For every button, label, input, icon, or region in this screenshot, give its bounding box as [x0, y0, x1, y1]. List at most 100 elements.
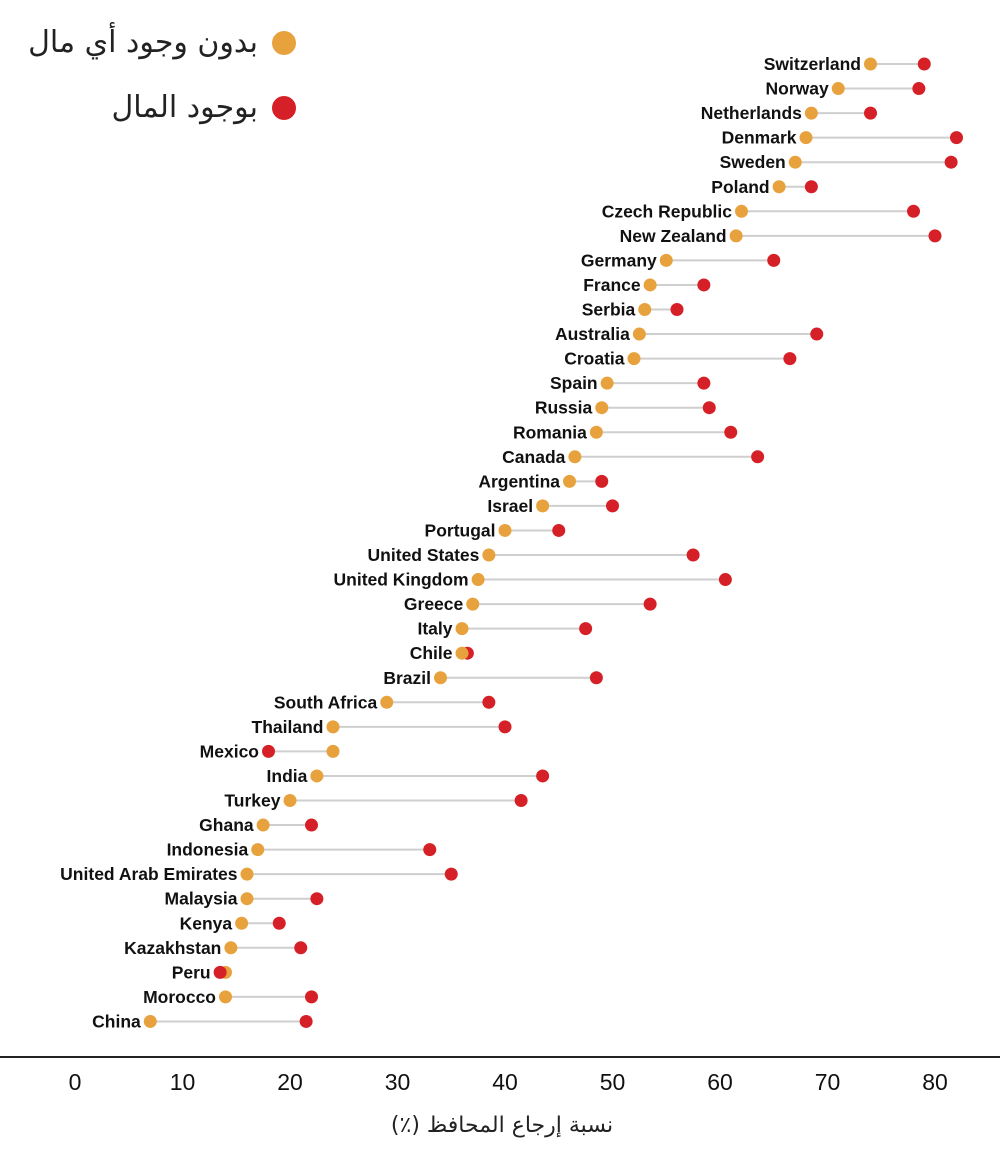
row-croatia: Croatia — [564, 349, 797, 369]
row-ghana: Ghana — [199, 815, 318, 835]
x-axis-ticks: 0 10 20 30 40 50 60 70 80 — [69, 1069, 948, 1095]
label-spain: Spain — [550, 373, 598, 393]
label-serbia: Serbia — [582, 300, 636, 320]
point-no-money-argentina — [563, 474, 576, 488]
point-money-spain — [697, 376, 711, 390]
point-no-money-norway — [831, 82, 845, 96]
row-greece: Greece — [404, 594, 657, 614]
point-money-australia — [810, 327, 824, 341]
row-kazakhstan: Kazakhstan — [124, 938, 308, 958]
point-money-france — [697, 278, 711, 292]
row-united-states: United States — [368, 545, 700, 565]
point-money-canada — [751, 450, 765, 464]
x-tick-0: 0 — [69, 1069, 82, 1095]
row-new-zealand: New Zealand — [620, 226, 942, 246]
label-brazil: Brazil — [383, 668, 431, 688]
point-no-money-united-kingdom — [471, 573, 485, 587]
point-no-money-chile — [455, 646, 469, 660]
point-no-money-switzerland — [864, 57, 877, 71]
point-no-money-brazil — [434, 671, 447, 685]
label-netherlands: Netherlands — [701, 103, 802, 123]
point-no-money-ghana — [256, 818, 270, 832]
label-kenya: Kenya — [180, 913, 233, 933]
row-united-kingdom: United Kingdom — [334, 570, 732, 590]
point-no-money-italy — [455, 622, 469, 636]
point-no-money-sweden — [788, 155, 802, 169]
label-italy: Italy — [417, 619, 452, 639]
point-no-money-denmark — [799, 131, 813, 145]
x-tick-40: 40 — [492, 1069, 518, 1095]
label-ghana: Ghana — [199, 815, 254, 835]
point-money-kenya — [272, 916, 286, 930]
row-russia: Russia — [535, 398, 716, 418]
row-germany: Germany — [581, 250, 781, 270]
x-tick-80: 80 — [922, 1069, 948, 1095]
point-money-united-states — [686, 548, 700, 562]
point-money-italy — [579, 622, 593, 636]
point-money-thailand — [498, 720, 512, 734]
row-portugal: Portugal — [425, 520, 566, 540]
row-denmark: Denmark — [722, 128, 963, 148]
point-no-money-russia — [595, 401, 609, 415]
label-greece: Greece — [404, 594, 464, 614]
point-no-money-israel — [536, 499, 550, 513]
label-morocco: Morocco — [143, 987, 216, 1007]
point-no-money-south-africa — [380, 695, 394, 709]
label-indonesia: Indonesia — [167, 840, 249, 860]
point-money-united-kingdom — [718, 573, 732, 587]
label-croatia: Croatia — [564, 349, 625, 369]
row-india: India — [267, 766, 550, 786]
point-money-brazil — [589, 671, 603, 685]
point-no-money-new-zealand — [729, 229, 743, 243]
point-money-serbia — [670, 303, 684, 316]
row-peru: Peru — [172, 962, 232, 982]
point-money-peru — [213, 965, 227, 979]
label-germany: Germany — [581, 250, 657, 270]
x-tick-60: 60 — [707, 1069, 733, 1095]
point-no-money-thailand — [326, 720, 340, 734]
point-money-mexico — [262, 744, 275, 758]
label-turkey: Turkey — [224, 791, 280, 811]
label-australia: Australia — [555, 324, 630, 344]
row-mexico: Mexico — [200, 741, 340, 761]
label-romania: Romania — [513, 422, 587, 442]
point-no-money-australia — [632, 327, 646, 341]
x-tick-10: 10 — [170, 1069, 196, 1095]
point-money-norway — [912, 82, 926, 96]
label-france: France — [583, 275, 641, 295]
point-no-money-serbia — [638, 303, 652, 316]
label-norway: Norway — [766, 79, 829, 99]
label-canada: Canada — [502, 447, 565, 467]
row-argentina: Argentina — [478, 471, 609, 491]
point-no-money-united-arab-emirates — [240, 867, 254, 881]
point-no-money-greece — [466, 597, 480, 611]
row-spain: Spain — [550, 373, 711, 393]
label-chile: Chile — [410, 643, 453, 663]
label-czech-republic: Czech Republic — [602, 201, 733, 221]
row-poland: Poland — [711, 177, 818, 197]
row-switzerland: Switzerland — [764, 54, 931, 74]
point-money-new-zealand — [928, 229, 942, 243]
point-no-money-united-states — [482, 548, 496, 562]
chart-rows: Switzerland Norway Netherlands Denmark Swede… — [60, 54, 963, 1031]
point-money-south-africa — [482, 695, 496, 709]
point-money-poland — [804, 180, 818, 194]
label-united-arab-emirates: United Arab Emirates — [60, 864, 238, 884]
row-south-africa: South Africa — [274, 692, 496, 712]
point-money-malaysia — [310, 892, 324, 906]
row-united-arab-emirates: United Arab Emirates — [60, 864, 458, 884]
label-south-africa: South Africa — [274, 692, 378, 712]
label-switzerland: Switzerland — [764, 54, 861, 74]
point-no-money-kenya — [235, 916, 249, 930]
label-russia: Russia — [535, 398, 593, 418]
point-no-money-kazakhstan — [224, 941, 238, 955]
point-no-money-romania — [589, 425, 603, 439]
row-italy: Italy — [417, 619, 593, 639]
point-no-money-poland — [772, 180, 786, 194]
point-no-money-portugal — [498, 523, 512, 537]
x-tick-50: 50 — [600, 1069, 626, 1095]
point-money-switzerland — [917, 57, 931, 71]
row-czech-republic: Czech Republic — [602, 201, 920, 221]
row-morocco: Morocco — [143, 987, 318, 1007]
label-united-states: United States — [368, 545, 480, 565]
